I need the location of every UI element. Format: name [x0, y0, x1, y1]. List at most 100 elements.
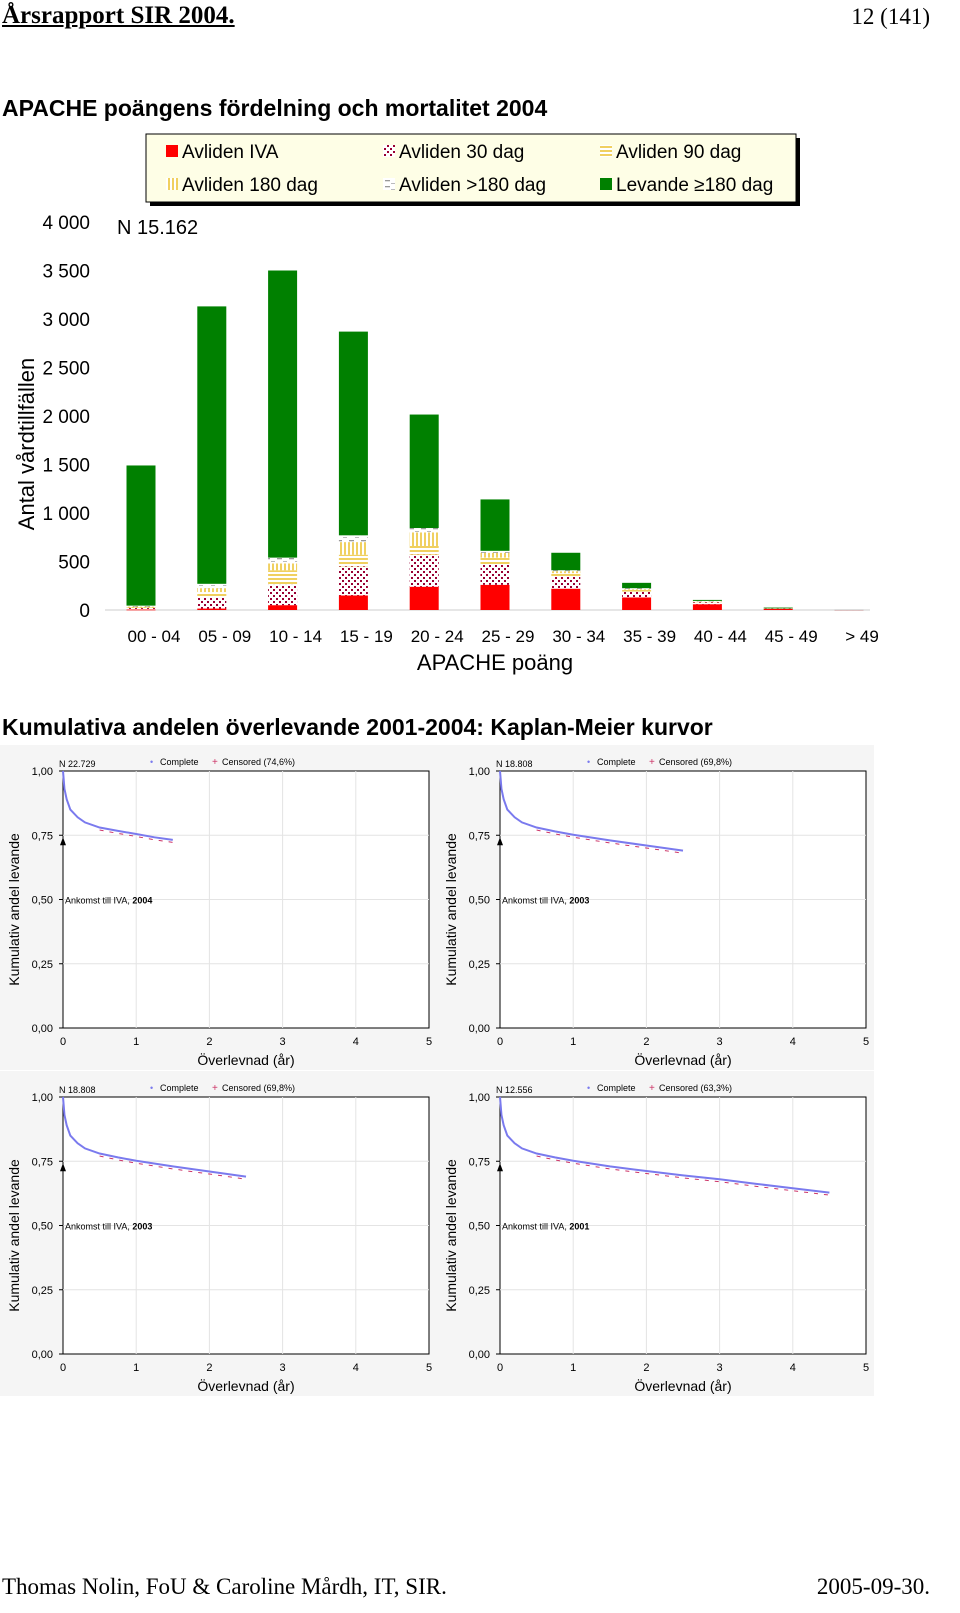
- km-annotation-year: 2004: [132, 896, 152, 906]
- bar-solid-red: [551, 588, 581, 610]
- km-annotation-year: 2003: [569, 896, 589, 906]
- km-annotation-text: Ankomst till IVA,: [65, 1222, 132, 1232]
- km-x-tick-label: 3: [717, 1036, 723, 1048]
- bar-vlines: [622, 588, 652, 590]
- legend-swatch: [166, 178, 178, 190]
- bar-solid-red: [409, 586, 439, 610]
- footer-authors: Thomas Nolin, FoU & Caroline Mårdh, IT, …: [2, 1574, 447, 1599]
- km-chart-2003-a: 0,00 0,25 0,50 0,75 1,00 0 1 2 3 4 5 Överlevnad (år…: [437, 745, 874, 1070]
- y-tick-label: 1 500: [42, 456, 90, 477]
- km-x-tick-label: 3: [280, 1362, 286, 1374]
- km-annotation-year: 2003: [132, 1222, 152, 1232]
- km-y-tick-label: 0,50: [469, 1221, 490, 1233]
- km-x-tick-label: 0: [60, 1362, 66, 1374]
- legend-label: Avliden 90 dag: [616, 142, 741, 163]
- km-survival-curve: [499, 1096, 830, 1194]
- km-annotation-text: Ankomst till IVA,: [502, 896, 569, 906]
- bar-vlines: [197, 588, 227, 593]
- x-tick-label: 10 - 14: [269, 627, 322, 646]
- km-x-tick-label: 0: [497, 1362, 503, 1374]
- km-annotation: Ankomst till IVA, 2003: [502, 896, 589, 906]
- km-annotation-year: 2001: [569, 1222, 589, 1232]
- km-legend-complete: Complete: [597, 757, 636, 767]
- y-tick-label: 2 500: [42, 359, 90, 380]
- legend-label: Levande ≥180 dag: [616, 175, 773, 196]
- km-y-tick-label: 0,75: [32, 830, 53, 842]
- km-y-tick-label: 0,75: [469, 830, 490, 842]
- km-legend-complete: Complete: [160, 757, 199, 767]
- bar-solid-green: [480, 499, 510, 551]
- km-y-tick-label: 0,00: [469, 1349, 490, 1361]
- apache-bar-chart: 0 500 1 000 1 500 2 000 2 500 3 000 3 500 4 000 A…: [14, 133, 879, 675]
- km-x-tick-label: 4: [353, 1362, 359, 1374]
- bar-dots: [480, 564, 510, 585]
- legend-swatch: [383, 145, 395, 157]
- bar-solid-red: [622, 597, 652, 610]
- bar-solid-red: [338, 595, 368, 610]
- legend-label: Avliden >180 dag: [399, 175, 546, 196]
- legend-swatch: [600, 178, 612, 190]
- km-x-tick-label: 4: [790, 1036, 796, 1048]
- bar-dashes: [197, 583, 227, 589]
- bar-vlines: [480, 552, 510, 558]
- bar-dashes: [409, 528, 439, 533]
- bar-dashes: [338, 535, 368, 543]
- km-legend-censored-marker: +: [649, 1083, 655, 1094]
- bar-hlines: [126, 607, 156, 609]
- page-number: 12 (141): [851, 4, 930, 29]
- km-legend-censored-marker: +: [212, 757, 218, 768]
- km-y-tick-label: 1,00: [469, 766, 490, 778]
- bar-solid-red: [126, 609, 156, 611]
- km-y-tick-label: 0,25: [469, 959, 490, 971]
- km-x-axis-label: Överlevnad (år): [197, 1051, 294, 1068]
- bar-vlines: [268, 563, 298, 571]
- y-tick-label: 2 000: [42, 407, 90, 428]
- km-y-tick-label: 1,00: [469, 1092, 490, 1104]
- bar-solid-red: [197, 608, 227, 610]
- km-x-tick-label: 5: [863, 1036, 869, 1048]
- km-y-tick-label: 0,25: [32, 959, 53, 971]
- km-censored-trace: [99, 829, 173, 843]
- km-legend-censored: Censored (69,8%): [659, 757, 732, 767]
- km-x-tick-label: 4: [353, 1036, 359, 1048]
- legend-swatch: [383, 178, 395, 190]
- bar-solid-green: [197, 306, 227, 584]
- bar-solid-green: [338, 331, 368, 536]
- km-x-axis-label: Överlevnad (år): [634, 1051, 731, 1068]
- legend-swatch: [166, 145, 178, 157]
- km-censored-trace: [536, 1155, 830, 1196]
- bar-solid-red: [692, 604, 722, 610]
- km-section-title: Kumulativa andelen överlevande 2001-2004…: [2, 714, 713, 740]
- km-chart-2003-b: 0,00 0,25 0,50 0,75 1,00 0 1 2 3 4 5 Överlevnad (år…: [0, 1071, 437, 1396]
- km-chart-2004: 0,00 0,25 0,50 0,75 1,00 0 1 2 3 4 5 Överlevnad (år…: [0, 745, 437, 1070]
- bar-hlines: [480, 557, 510, 565]
- legend-label: Avliden IVA: [182, 142, 279, 163]
- bar-hlines: [197, 592, 227, 598]
- report-title: Årsrapport SIR 2004.: [2, 2, 235, 29]
- bar-solid-green: [551, 552, 581, 571]
- bar-dashes: [692, 600, 722, 602]
- y-tick-label: 1 000: [42, 504, 90, 525]
- km-x-tick-label: 0: [497, 1036, 503, 1048]
- bar-legend: Avliden IVA Avliden 30 dag Avliden 90 dag A…: [145, 133, 800, 206]
- legend-label: Avliden 180 dag: [182, 175, 318, 196]
- km-y-tick-label: 1,00: [32, 766, 53, 778]
- km-annotation-text: Ankomst till IVA,: [502, 1222, 569, 1232]
- km-x-tick-label: 2: [206, 1036, 212, 1048]
- bar-dots: [197, 597, 227, 609]
- km-y-tick-label: 0,00: [32, 1023, 53, 1035]
- km-y-axis-label: Kumulativ andel levande: [443, 1159, 459, 1312]
- km-arrow-head: [60, 837, 66, 846]
- bar-solid-red: [763, 608, 793, 610]
- x-tick-label: 20 - 24: [411, 627, 464, 646]
- footer-date: 2005-09-30.: [816, 1574, 930, 1599]
- bar-dots: [338, 566, 368, 596]
- bar-dashes: [622, 588, 652, 589]
- bar-solid-green: [126, 465, 156, 606]
- km-n-label: N 22.729: [59, 759, 96, 769]
- bar-dashes: [480, 550, 510, 553]
- km-legend-complete-marker: •: [150, 757, 153, 767]
- bar-solid-red: [480, 584, 510, 610]
- x-tick-label: 00 - 04: [128, 627, 181, 646]
- bar-solid-green: [692, 599, 722, 601]
